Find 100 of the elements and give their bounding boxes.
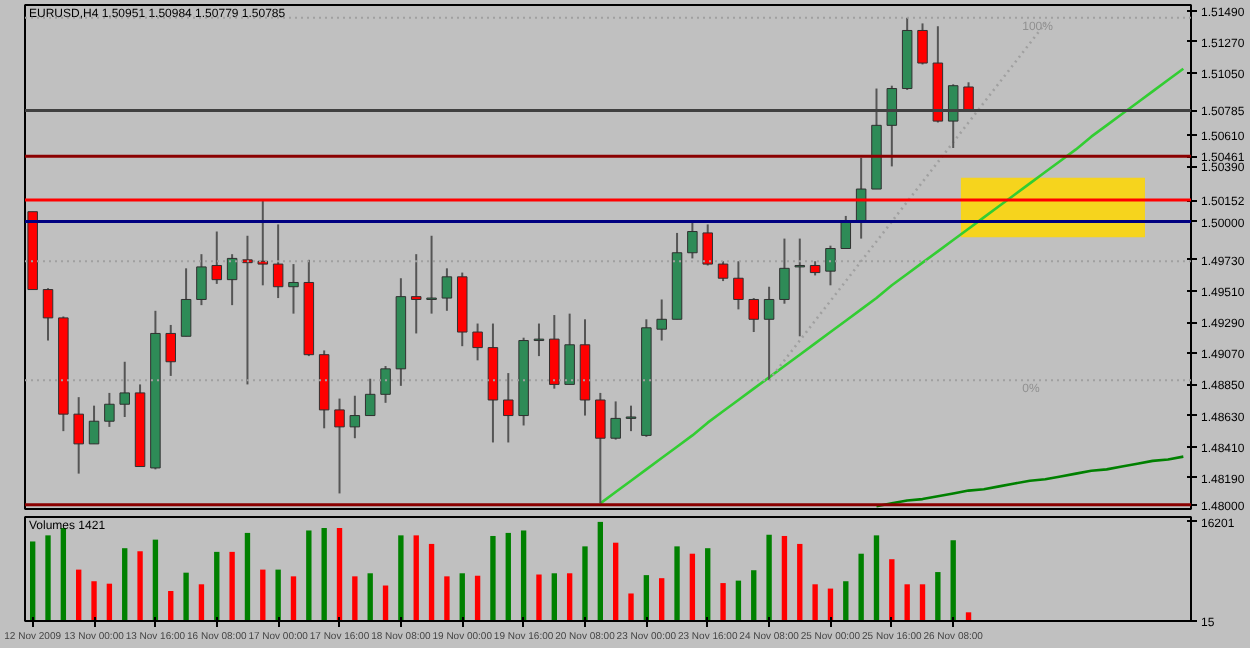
bar (76, 569, 82, 621)
candlestick (104, 391, 115, 428)
bar (275, 569, 281, 621)
candlestick (564, 312, 575, 386)
bar (612, 542, 619, 621)
bar (490, 535, 496, 621)
candlestick (840, 214, 852, 250)
bar (566, 573, 573, 621)
bar (106, 583, 113, 621)
candlestick (963, 81, 974, 113)
candlestick (73, 396, 84, 475)
bar (751, 570, 757, 621)
candlestick (825, 244, 836, 287)
candlestick (503, 372, 514, 444)
candlestick (42, 287, 54, 342)
candlestick (364, 377, 376, 417)
candlestick (886, 84, 898, 168)
candlestick (165, 323, 177, 377)
bar (398, 535, 404, 621)
bar (152, 539, 159, 621)
bar (720, 583, 726, 621)
bar (413, 535, 419, 621)
candlestick (625, 404, 637, 433)
bar (505, 532, 511, 621)
candlestick (380, 365, 391, 404)
candlestick (88, 404, 100, 445)
candlestick (779, 237, 790, 305)
candlestick (472, 322, 483, 362)
candlestick (410, 253, 422, 335)
bar (367, 573, 373, 621)
bar (352, 576, 358, 621)
bar (321, 528, 327, 621)
bar (551, 573, 557, 621)
candlestick (947, 83, 959, 149)
bar (306, 530, 312, 621)
bar (766, 534, 772, 621)
bar (858, 553, 864, 621)
bar (60, 528, 67, 621)
candlestick (211, 230, 223, 285)
bar (336, 528, 343, 621)
bar (735, 580, 742, 621)
bar (659, 578, 665, 621)
candlestick (595, 391, 606, 505)
bar (428, 543, 435, 621)
bar (674, 546, 680, 621)
bar (45, 535, 51, 621)
candlestick (441, 267, 453, 312)
bar (474, 575, 481, 621)
candlestick (549, 314, 560, 390)
bar (137, 551, 143, 621)
bar (873, 535, 880, 621)
bar (536, 574, 542, 621)
line-series (875, 455, 1185, 508)
candlestick (180, 267, 192, 338)
candlestick (687, 222, 698, 260)
bar (444, 576, 450, 621)
candlestick (794, 237, 806, 338)
line-series (599, 67, 1185, 505)
candlestick (119, 360, 130, 418)
bar (198, 584, 205, 621)
bar (935, 572, 941, 621)
bar (705, 548, 711, 621)
candlestick (533, 322, 545, 358)
candlestick (196, 253, 207, 307)
bar (91, 581, 97, 621)
bar (597, 521, 604, 621)
candlestick (656, 298, 667, 342)
bar (812, 584, 818, 621)
bar (29, 541, 36, 621)
candlestick (917, 22, 928, 66)
bar (781, 535, 788, 621)
bar (919, 584, 926, 621)
bar (904, 584, 910, 621)
candlestick (855, 156, 867, 240)
bar (168, 591, 174, 621)
candlestick (226, 253, 238, 307)
bar (582, 546, 588, 621)
bar (520, 530, 527, 621)
candlestick (272, 223, 284, 300)
bar (950, 540, 956, 621)
candlestick (288, 263, 299, 315)
candlestick (334, 397, 345, 495)
bar (183, 572, 189, 621)
bar (797, 543, 803, 621)
bar (214, 551, 220, 621)
bar (628, 593, 634, 621)
candlestick (717, 260, 729, 283)
candlestick (702, 223, 713, 267)
bar (290, 576, 297, 621)
candlestick (733, 260, 744, 311)
bar (122, 548, 128, 621)
candlestick (748, 297, 760, 334)
bar (244, 532, 251, 621)
candlestick (242, 234, 253, 386)
candlestick (349, 394, 361, 440)
bar (229, 551, 235, 621)
bar (889, 559, 895, 621)
bar (260, 569, 266, 621)
candlestick (763, 285, 775, 382)
bar (843, 581, 849, 621)
